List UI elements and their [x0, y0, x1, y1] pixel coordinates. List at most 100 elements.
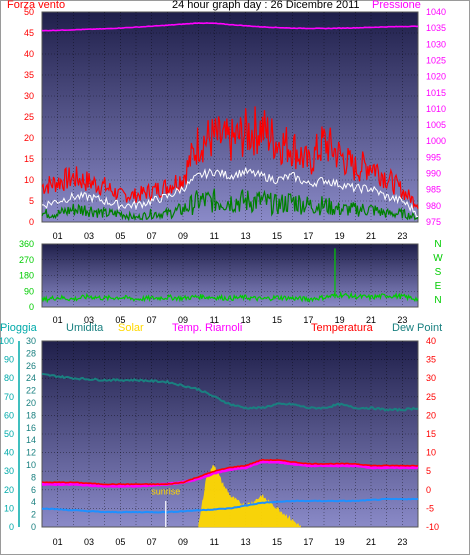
- secondary-axis-tick: 20: [26, 398, 36, 408]
- temperature-axis-tick: 30: [426, 373, 436, 383]
- temperature-axis-tick: 15: [426, 429, 436, 439]
- secondary-axis-tick: 28: [26, 348, 36, 358]
- page-title: 24 hour graph day : 26 Dicembre 2011: [172, 0, 360, 11]
- hour-tick-label: 09: [178, 537, 188, 547]
- pressure-axis-tick: 1000: [426, 136, 446, 146]
- temperature-axis-tick: -10: [426, 522, 439, 532]
- secondary-axis-tick: 8: [31, 472, 36, 482]
- hour-tick-label: 15: [272, 231, 282, 241]
- dew-point-series: [41, 497, 419, 514]
- direction-axis-tick: 270: [19, 255, 34, 265]
- rain-axis-tick: 10: [4, 503, 14, 513]
- hour-tick-label: 11: [210, 231, 219, 241]
- sunrise-label: sunrise: [151, 486, 180, 496]
- hour-tick-label: 09: [178, 231, 188, 241]
- wind-axis-tick: 30: [24, 91, 34, 101]
- hour-tick-label: 19: [335, 231, 345, 241]
- rain-axis-tick: 30: [4, 466, 14, 476]
- hour-tick-label: 03: [84, 315, 94, 325]
- secondary-axis-tick: 22: [26, 386, 36, 396]
- hour-tick-label: 23: [397, 315, 407, 325]
- temperature-axis-tick: -5: [426, 503, 434, 513]
- hour-tick-label: 23: [397, 231, 407, 241]
- rain-axis-tick: 20: [4, 485, 14, 495]
- legend-label: Solar: [118, 322, 144, 334]
- hour-tick-label: 07: [147, 315, 157, 325]
- hour-tick-label: 19: [335, 315, 345, 325]
- compass-label: N: [434, 239, 441, 250]
- hour-tick-label: 07: [147, 537, 157, 547]
- hour-tick-label: 05: [115, 231, 125, 241]
- hour-tick-label: 09: [178, 315, 188, 325]
- legend-label: Dew Point: [392, 322, 442, 334]
- hour-tick-label: 11: [210, 537, 219, 547]
- wind-axis-tick: 5: [29, 196, 34, 206]
- wind-axis-tick: 0: [29, 217, 34, 227]
- direction-axis-tick: 90: [24, 286, 34, 296]
- pressure-axis-title: Pressione: [372, 0, 421, 11]
- temperature-series: [41, 458, 419, 486]
- hour-tick-label: 21: [366, 537, 376, 547]
- hour-tick-label: 01: [53, 537, 63, 547]
- secondary-axis-tick: 14: [26, 435, 36, 445]
- rain-axis-tick: 50: [4, 429, 14, 439]
- pressure-axis-tick: 975: [426, 217, 441, 227]
- hour-tick-label: 13: [241, 231, 251, 241]
- hour-tick-label: 11: [210, 315, 219, 325]
- hour-tick-label: 21: [366, 231, 376, 241]
- hour-tick-label: 01: [53, 315, 63, 325]
- temperature-axis-tick: 20: [426, 410, 436, 420]
- compass-label: S: [435, 267, 442, 278]
- rain-axis-tick: 0: [9, 522, 14, 532]
- hour-tick-label: 03: [84, 537, 94, 547]
- pressure-axis-tick: 1015: [426, 88, 446, 98]
- wind-axis-tick: 25: [24, 112, 34, 122]
- secondary-axis-tick: 0: [31, 522, 36, 532]
- soil-temperature-series: [41, 459, 419, 488]
- pressure-axis-tick: 1025: [426, 55, 446, 65]
- hour-tick-label: 13: [241, 315, 251, 325]
- temperature-axis-tick: 25: [426, 392, 436, 402]
- rain-axis-tick: 90: [4, 355, 14, 365]
- temperature-axis-tick: 10: [426, 448, 436, 458]
- hour-tick-label: 13: [241, 537, 251, 547]
- rain-axis-tick: 40: [4, 448, 14, 458]
- hour-tick-label: 17: [303, 537, 313, 547]
- pressure-axis-tick: 1040: [426, 7, 446, 17]
- hour-tick-label: 03: [84, 231, 94, 241]
- hour-tick-label: 23: [397, 537, 407, 547]
- pressure-axis-tick: 1020: [426, 72, 446, 82]
- secondary-axis-tick: 6: [31, 485, 36, 495]
- temperature-axis-tick: 40: [426, 336, 436, 346]
- wind-low-series: [41, 188, 419, 222]
- wind-axis-title: Forza vento: [7, 0, 66, 11]
- temperature-axis-tick: 5: [426, 466, 431, 476]
- wind-axis-tick: 20: [24, 133, 34, 143]
- hour-tick-label: 21: [366, 315, 376, 325]
- hour-tick-label: 05: [115, 537, 125, 547]
- hour-tick-label: 17: [303, 231, 313, 241]
- wind-gust-series: [41, 167, 419, 217]
- direction-axis-tick: 0: [29, 302, 34, 312]
- hour-tick-label: 19: [335, 537, 345, 547]
- compass-label: E: [435, 281, 442, 292]
- temperature-axis-tick: 0: [426, 485, 431, 495]
- hour-tick-label: 15: [272, 315, 282, 325]
- pressure-axis-tick: 995: [426, 152, 441, 162]
- secondary-axis-tick: 18: [26, 410, 36, 420]
- legend-label: Umidita: [66, 322, 104, 334]
- compass-label: N: [434, 295, 441, 306]
- hour-tick-label: 15: [272, 537, 282, 547]
- direction-axis-tick: 360: [19, 239, 34, 249]
- wind-axis-tick: 45: [24, 28, 34, 38]
- direction-axis-tick: 180: [19, 271, 34, 281]
- legend-label: Temperatura: [311, 322, 374, 334]
- pressure-axis-tick: 980: [426, 201, 441, 211]
- wind-direction-series: [41, 290, 419, 304]
- wind-speed-series: [41, 106, 419, 209]
- pressure-axis-tick: 1035: [426, 23, 446, 33]
- wind-axis-tick: 35: [24, 70, 34, 80]
- wind-axis-tick: 15: [24, 154, 34, 164]
- secondary-axis-tick: 2: [31, 510, 36, 520]
